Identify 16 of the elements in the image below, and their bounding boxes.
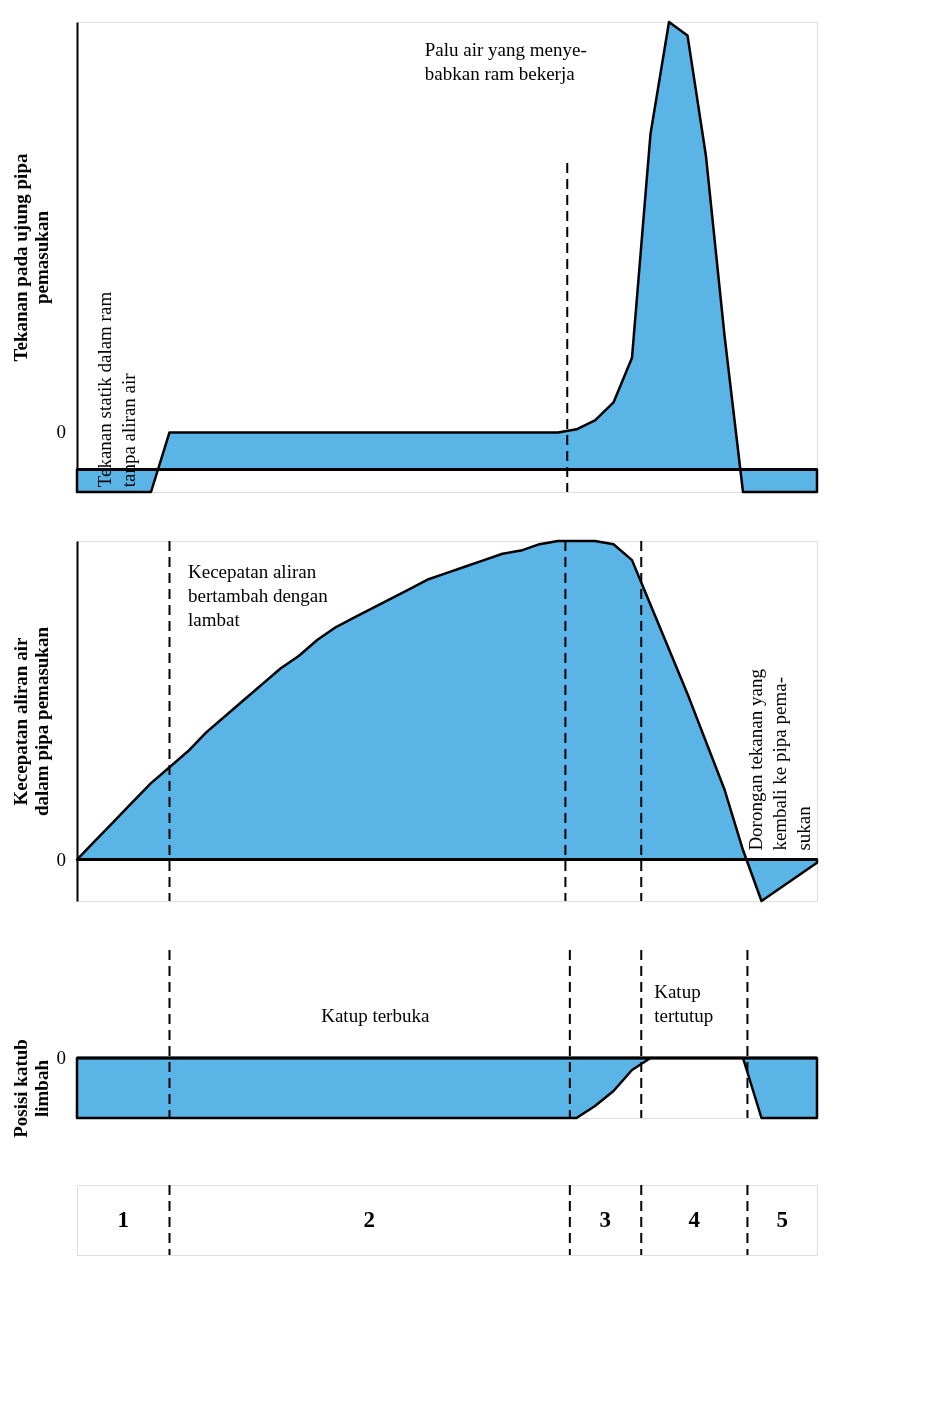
y-axis-title: Tekanan pada ujung pipa pemasukan — [9, 153, 52, 362]
text: 1 — [117, 1207, 129, 1232]
y-axis-title: Posisi katub limbah — [9, 1039, 52, 1138]
text: Katup terbuka — [321, 1005, 430, 1026]
text: 0 — [56, 1047, 66, 1068]
annotation: Dorongan tekanan yang kembali ke pipa pema- sukan — [744, 668, 814, 851]
annotation: Kecepatan aliran bertambah dengan lambat — [188, 560, 329, 630]
text: 2 — [363, 1207, 376, 1232]
text: Katup tertutup — [654, 981, 714, 1026]
text: 5 — [776, 1207, 788, 1232]
text: 4 — [688, 1207, 701, 1232]
text: 0 — [56, 421, 66, 443]
annotation: Palu air yang menye- babkan ram bekerja — [424, 38, 587, 84]
text: 3 — [599, 1207, 612, 1232]
text: 0 — [56, 848, 66, 870]
y-axis-title: Kecepatan aliran air dalam pipa pemasukan — [9, 626, 52, 817]
